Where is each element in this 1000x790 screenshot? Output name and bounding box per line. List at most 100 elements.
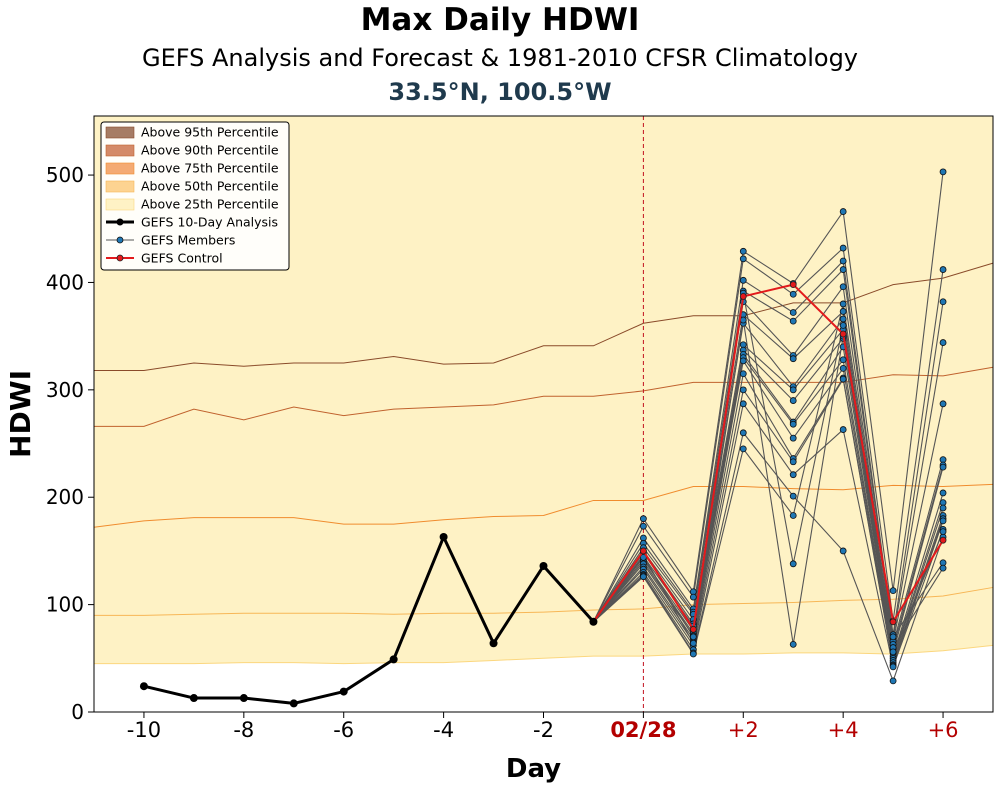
member-point	[689, 639, 697, 647]
legend-label: Above 95th Percentile	[141, 125, 279, 140]
member-point	[939, 168, 947, 176]
legend-label: GEFS Control	[141, 251, 223, 266]
member-point	[789, 386, 797, 394]
member-point	[789, 317, 797, 325]
member-point	[839, 375, 847, 383]
analysis-point	[189, 694, 198, 703]
legend-box	[100, 121, 290, 271]
legend-control-marker	[116, 254, 124, 262]
control-point	[689, 625, 697, 633]
band-edge-p75	[93, 483, 994, 528]
member-line	[592, 246, 944, 623]
analysis-point	[139, 682, 148, 691]
legend-label: GEFS Members	[141, 233, 235, 248]
member-point	[639, 573, 647, 581]
member-point	[939, 266, 947, 273]
member-point	[689, 593, 697, 601]
member-point	[789, 434, 797, 442]
member-point	[939, 298, 947, 306]
member-point	[789, 397, 797, 404]
member-point	[839, 257, 847, 265]
legend-label: Above 90th Percentile	[141, 143, 279, 158]
member-line	[593, 319, 944, 654]
member-point	[789, 512, 797, 519]
member-point	[889, 663, 897, 671]
analysis-line	[143, 535, 595, 705]
band-edge-p50	[94, 586, 994, 616]
control-line	[592, 283, 944, 633]
analysis-point	[289, 699, 298, 708]
member-point	[839, 364, 847, 372]
member-point	[639, 515, 647, 523]
x-tick-label: -4	[433, 718, 454, 742]
member-point	[739, 445, 747, 453]
x-tick-label: +2	[728, 718, 759, 742]
analysis-point	[389, 655, 398, 664]
axes-group: 0 100 200 300 400 500 -10 -8 -6 -4 -2 02/28 +2 +4 +6 Da…	[4, 115, 994, 784]
y-tick-label: 400	[46, 270, 84, 294]
member-point	[839, 266, 847, 273]
control-point	[939, 536, 947, 544]
member-point	[789, 355, 797, 363]
y-tick-label: 100	[46, 593, 84, 617]
member-line	[593, 431, 944, 683]
y-tick-label: 0	[71, 700, 84, 724]
member-point	[689, 650, 697, 658]
member-point	[789, 560, 797, 568]
control-point	[839, 330, 847, 338]
percentile-bands	[93, 116, 994, 665]
analysis-group	[139, 532, 598, 708]
control-point	[789, 281, 797, 288]
member-line	[593, 402, 944, 669]
x-tick-label: 02/28	[610, 718, 676, 742]
legend: Above 95th Percentile Above 90th Percenti…	[100, 121, 290, 271]
member-point	[889, 677, 897, 685]
member-point	[689, 633, 697, 641]
x-tick-label: +6	[928, 718, 959, 742]
legend-swatch-p95	[105, 126, 135, 139]
member-point	[839, 547, 847, 555]
member-point	[839, 322, 847, 329]
member-point	[789, 471, 797, 479]
member-point	[939, 489, 947, 497]
member-point	[839, 356, 847, 364]
member-point	[939, 339, 947, 346]
member-point	[739, 370, 747, 378]
member-point	[939, 528, 947, 535]
y-tick-label: 300	[46, 378, 84, 402]
member-point	[739, 357, 747, 365]
member-point	[739, 276, 747, 284]
legend-swatch-p90	[105, 144, 135, 157]
member-point	[739, 255, 747, 263]
legend-swatch-p50	[105, 180, 135, 193]
member-point	[789, 492, 797, 500]
member-point	[639, 522, 647, 530]
member-point	[939, 504, 947, 512]
member-point	[939, 463, 947, 471]
analysis-point	[339, 687, 348, 696]
x-tick-label: -8	[233, 718, 254, 742]
analysis-point	[439, 532, 448, 541]
member-point	[939, 517, 947, 525]
x-tick-label: +4	[828, 718, 859, 742]
legend-label: Above 75th Percentile	[141, 161, 279, 176]
member-line	[593, 359, 944, 663]
chart-location: 33.5°N, 100.5°W	[388, 78, 612, 106]
x-tick-label: -10	[127, 718, 161, 742]
member-point	[739, 247, 747, 255]
band-edge-p25	[94, 644, 994, 665]
member-point	[839, 300, 847, 308]
member-point	[739, 429, 747, 437]
legend-swatch-p25	[105, 198, 135, 211]
band-p25	[94, 116, 993, 664]
legend-analysis-marker	[116, 218, 124, 226]
member-line	[592, 171, 944, 623]
chart-title: Max Daily HDWI	[360, 2, 640, 38]
analysis-point	[539, 561, 548, 570]
member-point	[889, 648, 897, 656]
member-point	[839, 308, 847, 315]
member-point	[739, 316, 747, 324]
member-point	[839, 283, 847, 291]
y-axis-label: HDWI	[4, 370, 37, 458]
